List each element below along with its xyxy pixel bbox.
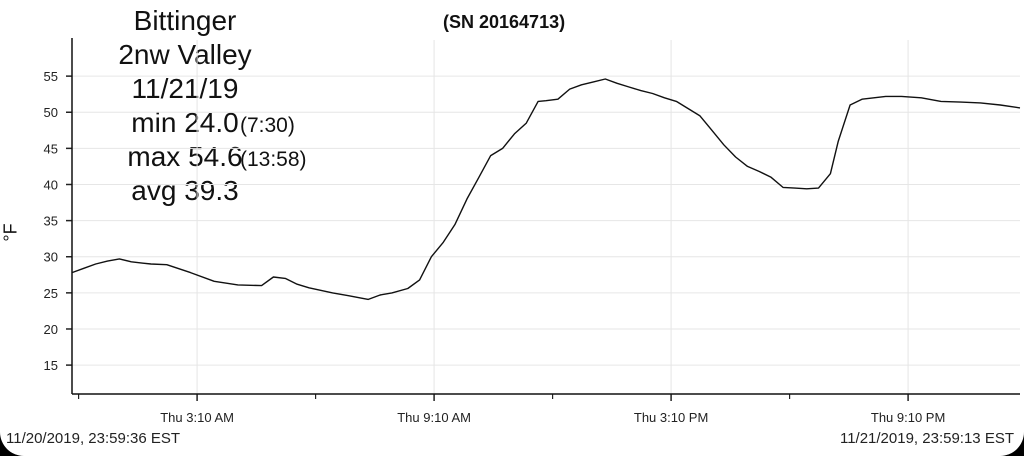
min-time: (7:30) xyxy=(240,114,295,137)
y-tick-label: 35 xyxy=(44,214,58,229)
avg-label: avg 39.3 xyxy=(131,175,239,206)
range-end: 11/21/2019, 23:59:13 EST xyxy=(839,430,1014,447)
y-tick-label: 55 xyxy=(44,69,58,84)
temperature-series-line xyxy=(71,78,1021,301)
y-tick-label: 40 xyxy=(44,177,58,192)
x-tick-label: Thu 9:10 PM xyxy=(871,410,945,425)
y-tick-label: 50 xyxy=(44,105,58,120)
y-tick-label: 20 xyxy=(44,322,58,337)
x-tick-label: Thu 3:10 AM xyxy=(160,410,234,425)
max-time: (13:58) xyxy=(240,148,307,171)
info-block: Bittinger 2nw Valley 11/21/19 min 24.0 m… xyxy=(80,4,306,208)
station-name-line2: 2nw Valley xyxy=(118,39,252,70)
max-label: max 54.6 xyxy=(127,141,243,172)
serial-number: (SN 20164713) xyxy=(443,12,566,32)
date-label: 11/21/19 xyxy=(131,73,239,104)
x-tick-label: Thu 3:10 PM xyxy=(634,410,708,425)
y-tick-label: 15 xyxy=(44,358,58,373)
y-tick-label: 45 xyxy=(44,141,58,156)
y-tick-label: 25 xyxy=(44,286,58,301)
range-start: 11/20/2019, 23:59:36 EST xyxy=(6,430,181,447)
x-tick-label: Thu 9:10 AM xyxy=(397,410,471,425)
station-name-line1: Bittinger xyxy=(133,5,237,36)
y-tick-label: 30 xyxy=(44,250,58,265)
